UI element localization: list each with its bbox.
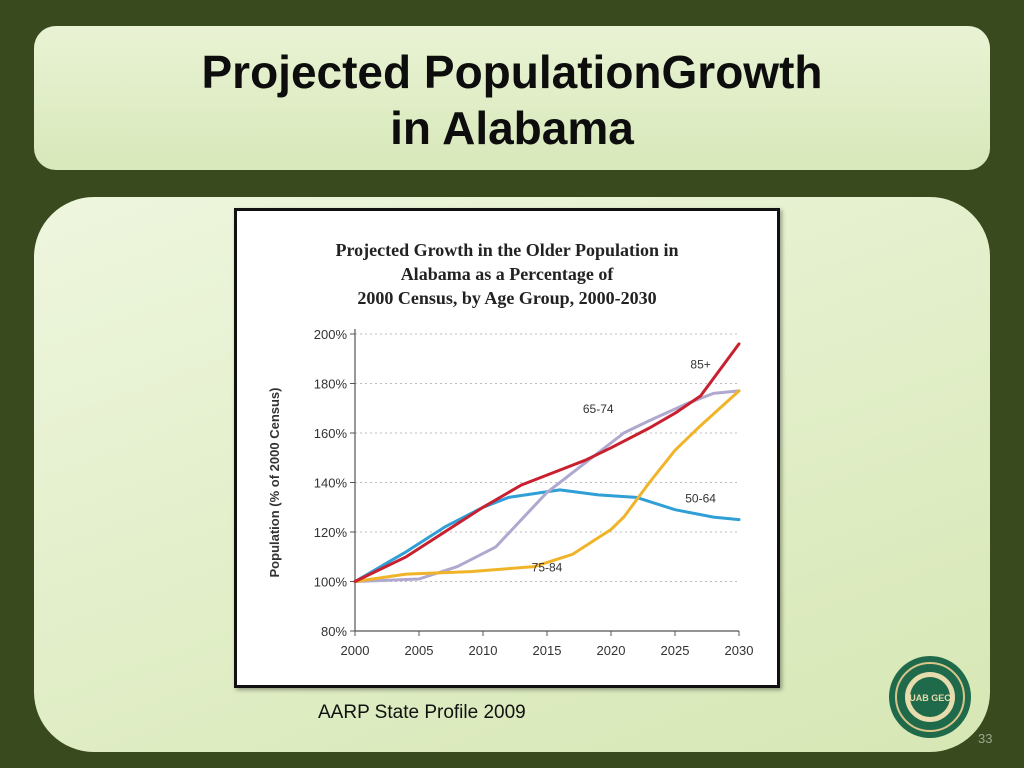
x-tick-label: 2015 <box>533 643 562 658</box>
series-line-85+ <box>353 342 741 583</box>
slide-title-line-1: Projected PopulationGrowth <box>201 46 823 98</box>
x-tick-label: 2020 <box>597 643 626 658</box>
page-number: 33 <box>978 731 993 746</box>
series-label: 75-84 <box>532 561 563 575</box>
series-line-50-64 <box>353 488 741 583</box>
y-tick-label: 180% <box>314 377 348 392</box>
x-tick-label: 2030 <box>725 643 754 658</box>
chart-title-line: Projected Growth in the Older Population… <box>335 240 678 260</box>
chart-frame: Projected Growth in the Older Population… <box>234 208 780 688</box>
y-tick-label: 80% <box>321 624 347 639</box>
x-tick-label: 2005 <box>405 643 434 658</box>
y-tick-label: 200% <box>314 327 348 342</box>
x-tick-label: 2025 <box>661 643 690 658</box>
series-label: 65-74 <box>583 402 614 416</box>
y-tick-label: 160% <box>314 426 348 441</box>
y-tick-label: 100% <box>314 575 348 590</box>
y-tick-label: 140% <box>314 476 348 491</box>
seal-text: UAB GEC <box>909 693 951 703</box>
source-caption: AARP State Profile 2009 <box>318 702 526 723</box>
series-label: 85+ <box>690 358 710 372</box>
y-tick-label: 120% <box>314 525 348 540</box>
title-panel: Projected PopulationGrowth in Alabama <box>34 26 990 170</box>
population-growth-chart: Projected Growth in the Older Population… <box>267 240 754 658</box>
slide-title-line-2: in Alabama <box>390 102 634 154</box>
y-axis-label: Population (% of 2000 Census) <box>267 388 282 578</box>
chart-title-line: Alabama as a Percentage of <box>401 264 615 284</box>
x-tick-label: 2000 <box>341 643 370 658</box>
series-line-75-84 <box>353 389 741 583</box>
slide-title: Projected PopulationGrowth in Alabama <box>34 44 990 156</box>
uab-gec-seal-icon: UAB GEC <box>889 656 971 738</box>
chart-title-line: 2000 Census, by Age Group, 2000-2030 <box>357 288 656 308</box>
x-tick-label: 2010 <box>469 643 498 658</box>
series-label: 50-64 <box>685 491 716 505</box>
